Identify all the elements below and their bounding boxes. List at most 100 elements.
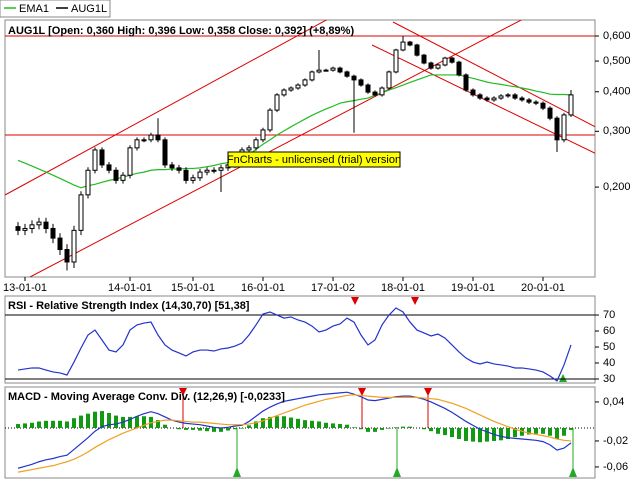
y-tick-label: 70	[603, 309, 615, 321]
candle-body	[246, 147, 252, 151]
histogram-bar	[100, 411, 104, 428]
candle-body	[498, 95, 504, 99]
histogram-bar	[520, 427, 524, 436]
histogram-bar	[380, 427, 384, 430]
trend-line	[392, 21, 595, 128]
candle-body	[435, 64, 441, 69]
candle-body	[141, 139, 147, 142]
buy-signal	[233, 467, 241, 477]
buy-signal	[393, 467, 401, 477]
histogram-bar	[401, 426, 405, 428]
histogram-bar	[282, 416, 286, 428]
candle-body	[162, 139, 168, 166]
histogram-bar	[436, 427, 440, 434]
macd-line	[17, 391, 572, 469]
histogram-bar	[513, 427, 517, 438]
histogram-bar	[310, 420, 314, 428]
histogram-bar	[226, 427, 230, 431]
candle-body	[407, 41, 413, 46]
histogram-bar	[191, 427, 195, 430]
macd-line	[17, 394, 572, 473]
x-tick-label: 16-01-01	[241, 282, 285, 294]
candle-body	[120, 174, 126, 181]
histogram-bar	[58, 420, 62, 428]
candle-body	[295, 84, 301, 89]
y-tick-label: -0,06	[603, 461, 628, 473]
candle-body	[470, 89, 476, 96]
candle-body	[106, 164, 112, 171]
histogram-bar	[527, 427, 531, 435]
candle-body	[176, 167, 182, 171]
histogram-bar	[345, 424, 349, 428]
candle-body	[421, 54, 427, 64]
candle-body	[211, 169, 217, 172]
x-tick-label: 14-01-01	[108, 282, 152, 294]
watermark: FnCharts - unlicensed (trial) version	[227, 154, 401, 166]
histogram-bar	[471, 427, 475, 442]
histogram-bar	[30, 422, 34, 428]
candle-body	[554, 117, 560, 141]
histogram-bar	[394, 427, 398, 428]
rsi-title: RSI - Relative Strength Index (14,30,70)…	[8, 300, 250, 312]
histogram-bar	[51, 420, 55, 428]
candle-body	[540, 102, 546, 109]
price-title: AUG1L [Open: 0,360 High: 0,396 Low: 0,35…	[8, 25, 354, 37]
watermark-box	[227, 151, 401, 168]
histogram-bar	[324, 422, 328, 428]
y-tick-label: 30	[603, 373, 615, 385]
candle-body	[85, 169, 91, 196]
candle-body	[491, 97, 497, 101]
x-tick-label: 18-01-01	[381, 282, 425, 294]
histogram-bar	[205, 427, 209, 432]
histogram-bar	[485, 427, 489, 442]
histogram-bar	[555, 427, 559, 439]
x-tick-label: 15-01-01	[171, 282, 215, 294]
candle-body	[22, 227, 28, 231]
histogram-bar	[79, 415, 83, 428]
histogram-bar	[422, 427, 426, 430]
buy-signal	[569, 467, 577, 477]
candle-body	[15, 226, 21, 231]
trend-line	[371, 44, 595, 154]
candle-body	[344, 71, 350, 77]
candle-body	[50, 227, 56, 239]
plot-area	[5, 35, 595, 271]
histogram-bar	[464, 427, 468, 441]
y-tick-label: 0,600	[603, 30, 631, 42]
y-tick-label: 0,300	[603, 125, 631, 137]
histogram-bar	[156, 420, 160, 428]
y-tick-label: 0,200	[603, 181, 631, 193]
sell-signal	[179, 388, 187, 396]
plot-area	[5, 307, 595, 382]
candle-body	[64, 249, 70, 263]
histogram-bar	[443, 427, 447, 436]
candle-body	[29, 224, 35, 229]
candle-body	[169, 164, 175, 169]
legend-label: EMA1	[19, 3, 49, 15]
legend-label: AUG1L	[71, 3, 107, 15]
candle-body	[323, 69, 329, 72]
candle-body	[484, 97, 490, 101]
candle-body	[316, 69, 322, 73]
candle-body	[505, 94, 511, 97]
candle-body	[561, 114, 567, 141]
candle-body	[288, 87, 294, 91]
candle-body	[78, 194, 84, 231]
candle-body	[386, 71, 392, 89]
histogram-bar	[499, 427, 503, 441]
sell-signal	[351, 297, 359, 305]
candle-body	[155, 134, 161, 141]
candle-body	[204, 169, 210, 173]
histogram-bar	[114, 415, 118, 428]
candle-body	[134, 139, 140, 149]
y-tick-label: 0,04	[603, 396, 624, 408]
candle-body	[57, 237, 63, 251]
candle-body	[274, 94, 280, 111]
candle-body	[414, 44, 420, 56]
candle-body	[477, 94, 483, 99]
histogram-bar	[93, 411, 97, 428]
plot-area	[5, 391, 595, 473]
histogram-bar	[408, 426, 412, 428]
candle-body	[148, 134, 154, 141]
